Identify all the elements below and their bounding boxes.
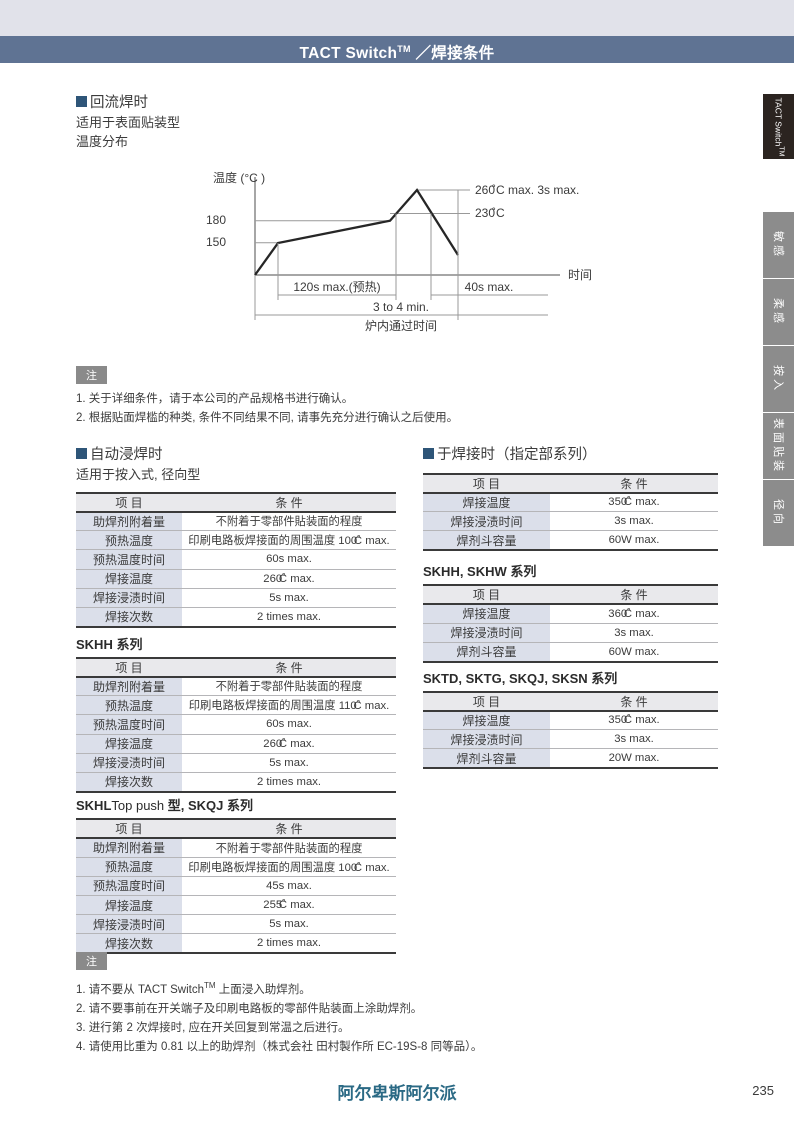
- svg-text:180: 180: [206, 213, 226, 227]
- svg-text:40s max.: 40s max.: [465, 280, 514, 294]
- svg-text:3 to 4 min.: 3 to 4 min.: [373, 300, 429, 314]
- svg-text:温度 (°C ): 温度 (°C ): [213, 170, 265, 185]
- svg-text:150: 150: [206, 235, 226, 249]
- svg-text:230˚C: 230˚C: [475, 206, 505, 220]
- svg-text:120s max.(预热): 120s max.(预热): [293, 280, 380, 294]
- svg-text:260˚C max. 3s max.: 260˚C max. 3s max.: [475, 183, 579, 197]
- svg-text:时间: 时间: [568, 268, 592, 282]
- svg-text:炉内通过时间: 炉内通过时间: [365, 319, 437, 333]
